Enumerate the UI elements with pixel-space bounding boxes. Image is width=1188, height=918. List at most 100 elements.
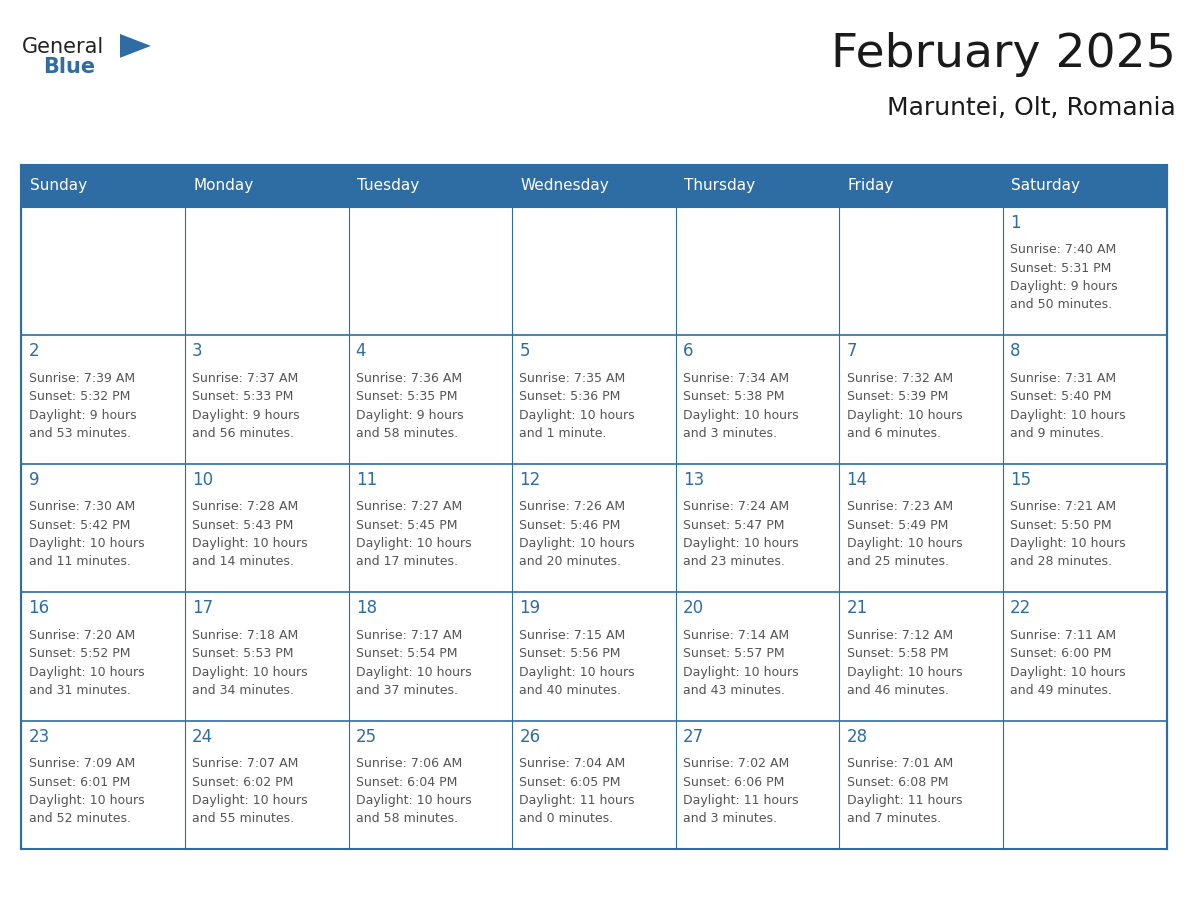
Bar <box>21 165 185 207</box>
Text: Sunrise: 7:02 AM: Sunrise: 7:02 AM <box>683 757 789 770</box>
Text: Sunrise: 7:30 AM: Sunrise: 7:30 AM <box>29 500 134 513</box>
Text: Sunset: 5:46 PM: Sunset: 5:46 PM <box>519 519 620 532</box>
Text: Sunset: 5:45 PM: Sunset: 5:45 PM <box>355 519 457 532</box>
Text: 22: 22 <box>1010 599 1031 618</box>
Text: Sunset: 5:50 PM: Sunset: 5:50 PM <box>1010 519 1112 532</box>
Text: Saturday: Saturday <box>1011 178 1080 194</box>
Bar <box>185 165 348 207</box>
Text: Sunrise: 7:15 AM: Sunrise: 7:15 AM <box>519 629 626 642</box>
Text: and 58 minutes.: and 58 minutes. <box>355 812 457 825</box>
Text: Daylight: 10 hours: Daylight: 10 hours <box>683 537 798 550</box>
Text: Sunrise: 7:06 AM: Sunrise: 7:06 AM <box>355 757 462 770</box>
Text: Sunset: 5:31 PM: Sunset: 5:31 PM <box>1010 262 1112 274</box>
Text: Sunrise: 7:07 AM: Sunrise: 7:07 AM <box>192 757 298 770</box>
Text: Sunrise: 7:40 AM: Sunrise: 7:40 AM <box>1010 243 1117 256</box>
Text: Daylight: 9 hours: Daylight: 9 hours <box>355 409 463 421</box>
Text: Daylight: 10 hours: Daylight: 10 hours <box>847 537 962 550</box>
Text: and 14 minutes.: and 14 minutes. <box>192 555 293 568</box>
Bar <box>1003 165 1167 207</box>
Text: Daylight: 10 hours: Daylight: 10 hours <box>192 537 308 550</box>
Text: and 55 minutes.: and 55 minutes. <box>192 812 295 825</box>
Text: and 9 minutes.: and 9 minutes. <box>1010 427 1104 440</box>
Text: and 28 minutes.: and 28 minutes. <box>1010 555 1112 568</box>
Text: 1: 1 <box>1010 214 1020 232</box>
Text: 26: 26 <box>519 728 541 746</box>
Text: 5: 5 <box>519 342 530 361</box>
Text: and 53 minutes.: and 53 minutes. <box>29 427 131 440</box>
Bar <box>348 165 512 207</box>
Bar <box>512 592 676 721</box>
Text: 10: 10 <box>192 471 213 489</box>
Text: 13: 13 <box>683 471 704 489</box>
Text: Daylight: 10 hours: Daylight: 10 hours <box>192 794 308 807</box>
Text: Daylight: 10 hours: Daylight: 10 hours <box>29 666 144 678</box>
Bar <box>676 592 840 721</box>
Text: Daylight: 11 hours: Daylight: 11 hours <box>683 794 798 807</box>
Text: Sunrise: 7:04 AM: Sunrise: 7:04 AM <box>519 757 626 770</box>
Text: 27: 27 <box>683 728 704 746</box>
Text: Daylight: 10 hours: Daylight: 10 hours <box>355 666 472 678</box>
Text: Daylight: 10 hours: Daylight: 10 hours <box>1010 666 1126 678</box>
Bar <box>676 721 840 849</box>
Text: Sunrise: 7:27 AM: Sunrise: 7:27 AM <box>355 500 462 513</box>
Text: Sunset: 5:33 PM: Sunset: 5:33 PM <box>192 390 293 403</box>
Text: Sunset: 5:38 PM: Sunset: 5:38 PM <box>683 390 784 403</box>
Text: Daylight: 10 hours: Daylight: 10 hours <box>683 666 798 678</box>
Text: 18: 18 <box>355 599 377 618</box>
Text: Sunset: 6:00 PM: Sunset: 6:00 PM <box>1010 647 1112 660</box>
Text: Daylight: 10 hours: Daylight: 10 hours <box>519 409 634 421</box>
Text: Daylight: 10 hours: Daylight: 10 hours <box>355 537 472 550</box>
Text: and 46 minutes.: and 46 minutes. <box>847 684 948 697</box>
Text: Sunday: Sunday <box>30 178 87 194</box>
Text: Sunset: 5:32 PM: Sunset: 5:32 PM <box>29 390 129 403</box>
Text: Friday: Friday <box>848 178 895 194</box>
Text: 2: 2 <box>29 342 39 361</box>
Text: Daylight: 11 hours: Daylight: 11 hours <box>847 794 962 807</box>
Text: and 31 minutes.: and 31 minutes. <box>29 684 131 697</box>
Text: and 1 minute.: and 1 minute. <box>519 427 607 440</box>
Bar <box>1003 464 1167 592</box>
Text: Daylight: 11 hours: Daylight: 11 hours <box>519 794 634 807</box>
Text: Daylight: 10 hours: Daylight: 10 hours <box>192 666 308 678</box>
Text: Daylight: 10 hours: Daylight: 10 hours <box>29 794 144 807</box>
Text: and 58 minutes.: and 58 minutes. <box>355 427 457 440</box>
Bar <box>21 592 185 721</box>
Text: Daylight: 10 hours: Daylight: 10 hours <box>847 409 962 421</box>
Text: and 3 minutes.: and 3 minutes. <box>683 812 777 825</box>
Text: 8: 8 <box>1010 342 1020 361</box>
Text: Daylight: 10 hours: Daylight: 10 hours <box>29 537 144 550</box>
Bar <box>1003 721 1167 849</box>
Text: Daylight: 10 hours: Daylight: 10 hours <box>1010 537 1126 550</box>
Text: Sunrise: 7:32 AM: Sunrise: 7:32 AM <box>847 372 953 385</box>
Text: Sunset: 5:58 PM: Sunset: 5:58 PM <box>847 647 948 660</box>
Text: Daylight: 9 hours: Daylight: 9 hours <box>29 409 137 421</box>
Text: 12: 12 <box>519 471 541 489</box>
Text: and 20 minutes.: and 20 minutes. <box>519 555 621 568</box>
Text: Sunset: 5:57 PM: Sunset: 5:57 PM <box>683 647 784 660</box>
Text: Sunset: 6:06 PM: Sunset: 6:06 PM <box>683 776 784 789</box>
Text: Sunrise: 7:35 AM: Sunrise: 7:35 AM <box>519 372 626 385</box>
Text: and 34 minutes.: and 34 minutes. <box>192 684 293 697</box>
Text: Sunset: 5:40 PM: Sunset: 5:40 PM <box>1010 390 1112 403</box>
Bar <box>1003 592 1167 721</box>
Bar <box>185 721 348 849</box>
Text: Blue: Blue <box>43 57 95 77</box>
Text: and 25 minutes.: and 25 minutes. <box>847 555 948 568</box>
Polygon shape <box>120 34 151 58</box>
Text: 3: 3 <box>192 342 203 361</box>
Text: and 3 minutes.: and 3 minutes. <box>683 427 777 440</box>
Text: Sunrise: 7:28 AM: Sunrise: 7:28 AM <box>192 500 298 513</box>
Bar <box>21 335 185 464</box>
Text: Sunrise: 7:24 AM: Sunrise: 7:24 AM <box>683 500 789 513</box>
Text: General: General <box>21 37 103 57</box>
Bar <box>676 207 840 335</box>
Text: and 17 minutes.: and 17 minutes. <box>355 555 457 568</box>
Bar <box>840 464 1003 592</box>
Text: Daylight: 9 hours: Daylight: 9 hours <box>1010 280 1118 293</box>
Text: and 6 minutes.: and 6 minutes. <box>847 427 941 440</box>
Text: Sunrise: 7:20 AM: Sunrise: 7:20 AM <box>29 629 134 642</box>
Bar <box>512 165 676 207</box>
Bar <box>676 464 840 592</box>
Bar <box>512 721 676 849</box>
Text: Sunset: 5:35 PM: Sunset: 5:35 PM <box>355 390 457 403</box>
